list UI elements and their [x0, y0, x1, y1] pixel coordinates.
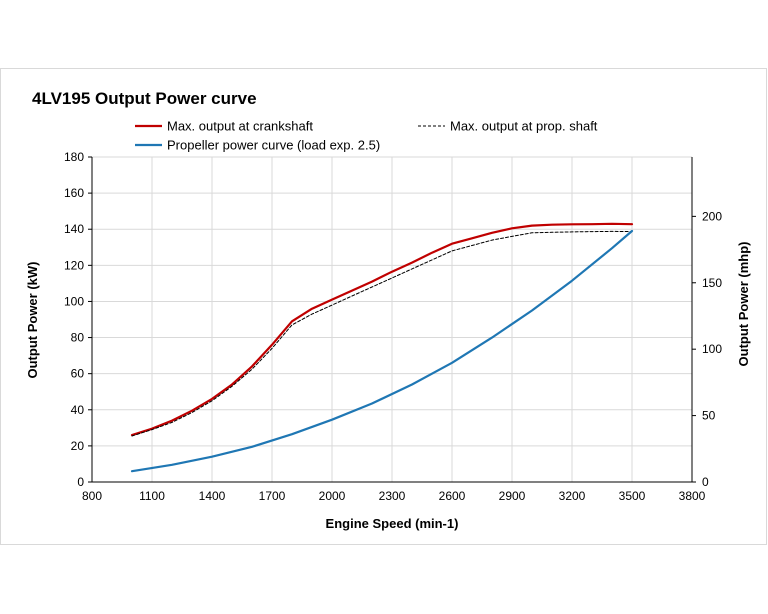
x-tick-label: 3800	[679, 489, 706, 503]
legend-label-2: Max. output at prop. shaft	[450, 119, 598, 134]
x-tick-label: 2000	[319, 489, 346, 503]
x-tick-label: 1400	[199, 489, 226, 503]
series-lines	[130, 222, 634, 473]
x-tick-label: 2300	[379, 489, 406, 503]
chart-frame	[0, 68, 767, 545]
y2-tick-label: 150	[702, 276, 722, 290]
series-line-1	[130, 222, 634, 437]
y2-tick-labels: 0 50 100 150 200	[702, 209, 722, 489]
y-axis-label: Output Power (kW)	[25, 262, 40, 379]
y2-axis-label: Output Power (mhp)	[736, 242, 751, 367]
legend-label-3: Propeller power curve (load exp. 2.5)	[167, 138, 380, 153]
series-line-3	[130, 229, 634, 473]
x-tick-label: 3500	[619, 489, 646, 503]
legend-label-1: Max. output at crankshaft	[167, 119, 313, 134]
y-tick-label: 80	[71, 331, 85, 345]
x-tick-labels: 800 1100 1400 1700 2000 2300 2600 2900 3200 3500 3…	[82, 489, 706, 503]
y2-tick-label: 0	[702, 475, 709, 489]
x-tick-label: 3200	[559, 489, 586, 503]
y-tick-label: 20	[71, 439, 85, 453]
legend: Max. output at crankshaft Max. output at …	[135, 119, 598, 153]
y-tick-label: 180	[64, 150, 84, 164]
x-tick-label: 1100	[139, 489, 165, 503]
series-line-2	[131, 230, 633, 437]
y-tick-label: 100	[64, 294, 84, 308]
y-tick-label: 120	[64, 258, 84, 272]
y-tick-label: 160	[64, 186, 84, 200]
y-tick-label: 60	[71, 367, 85, 381]
y-tick-label: 40	[71, 403, 85, 417]
chart-title: 4LV195 Output Power curve	[32, 89, 257, 108]
y2-tick-label: 50	[702, 409, 716, 423]
x-axis-label: Engine Speed (min-1)	[326, 516, 459, 531]
y-tick-label: 0	[77, 475, 84, 489]
axes	[88, 156, 696, 483]
x-tick-label: 800	[82, 489, 102, 503]
x-tick-label: 2900	[499, 489, 526, 503]
x-tick-label: 1700	[259, 489, 286, 503]
x-tick-label: 2600	[439, 489, 466, 503]
y2-tick-label: 100	[702, 342, 722, 356]
y-tick-label: 140	[64, 222, 84, 236]
y-tick-labels: 0 20 40 60 80 100 120 140 160 180	[64, 150, 84, 489]
y2-tick-label: 200	[702, 209, 722, 223]
grid-lines	[91, 156, 693, 483]
